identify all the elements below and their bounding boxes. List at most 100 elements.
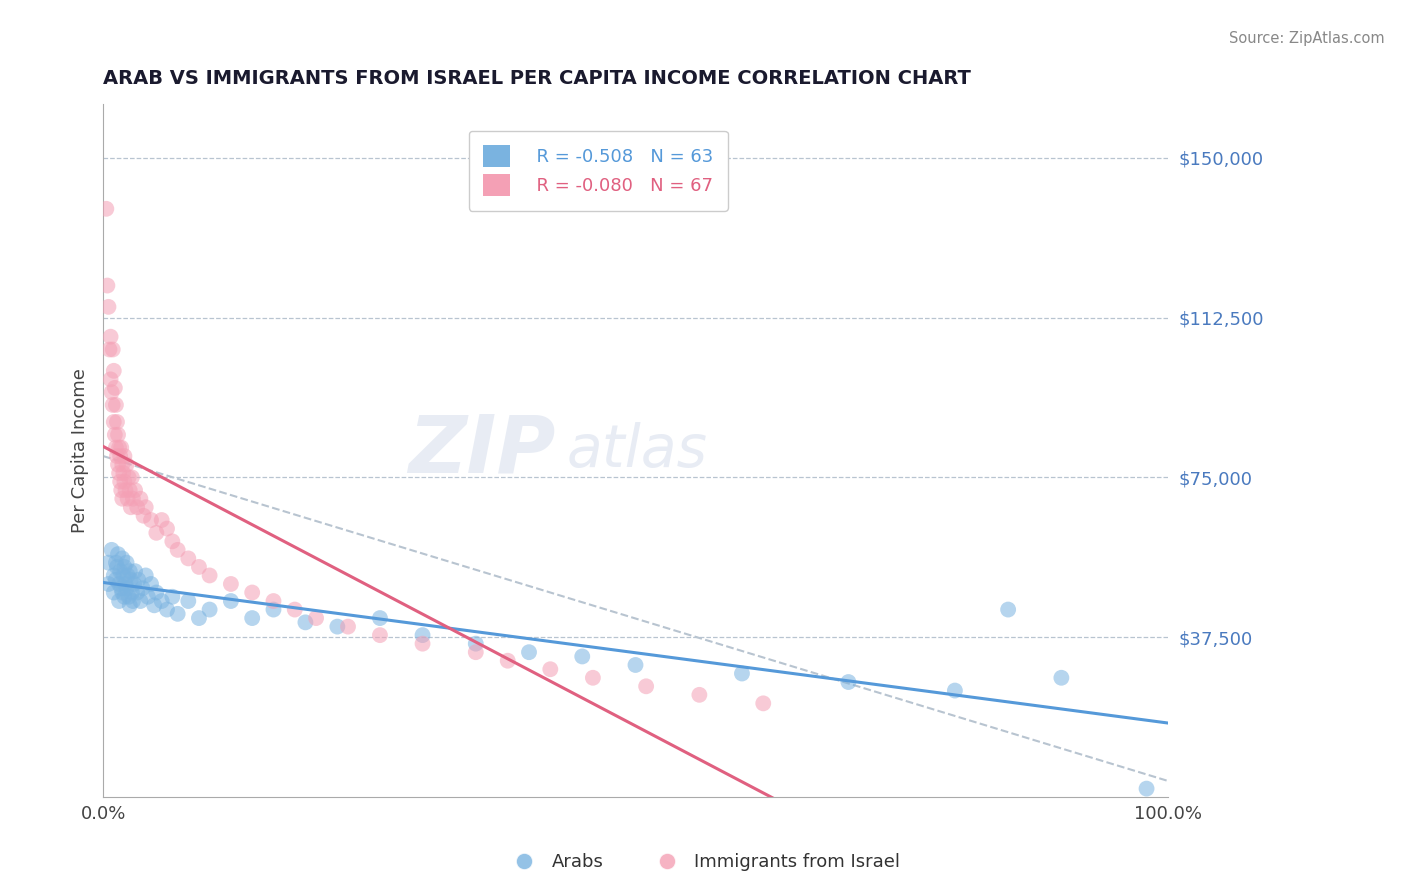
Point: [104, 441, 127, 455]
Point: [118, 483, 141, 498]
Point: [162, 590, 184, 604]
Point: [177, 594, 200, 608]
Point: [100, 542, 122, 557]
Point: [100, 385, 122, 400]
Point: [104, 556, 127, 570]
Point: [96, 202, 118, 216]
Point: [538, 662, 561, 676]
Point: [127, 585, 149, 599]
Text: Source: ZipAtlas.com: Source: ZipAtlas.com: [1229, 31, 1385, 46]
Point: [98, 343, 121, 357]
Point: [136, 590, 159, 604]
Point: [1135, 781, 1157, 796]
Point: [112, 475, 135, 489]
Point: [997, 602, 1019, 616]
Point: [132, 508, 155, 523]
Point: [111, 551, 134, 566]
Point: [240, 585, 263, 599]
Point: [240, 611, 263, 625]
Point: [107, 427, 129, 442]
Point: [118, 590, 141, 604]
Legend: Arabs, Immigrants from Israel: Arabs, Immigrants from Israel: [499, 847, 907, 879]
Point: [103, 415, 125, 429]
Text: atlas: atlas: [567, 422, 707, 479]
Point: [117, 491, 139, 506]
Point: [636, 679, 658, 693]
Point: [837, 675, 859, 690]
Point: [120, 573, 142, 587]
Point: [111, 458, 134, 472]
Point: [121, 470, 143, 484]
Point: [122, 594, 145, 608]
Point: [108, 577, 131, 591]
Point: [96, 278, 118, 293]
Point: [305, 611, 328, 625]
Point: [150, 513, 173, 527]
Point: [122, 577, 145, 591]
Point: [294, 615, 316, 630]
Point: [124, 483, 146, 498]
Point: [120, 500, 142, 515]
Point: [166, 542, 188, 557]
Point: [104, 427, 127, 442]
Point: [104, 398, 127, 412]
Legend:   R = -0.508   N = 63,   R = -0.080   N = 67: R = -0.508 N = 63, R = -0.080 N = 67: [468, 131, 727, 211]
Point: [166, 607, 188, 621]
Point: [118, 470, 141, 484]
Point: [582, 671, 605, 685]
Point: [135, 500, 157, 515]
Point: [127, 573, 149, 587]
Point: [139, 513, 162, 527]
Point: [97, 556, 120, 570]
Point: [115, 458, 138, 472]
Point: [100, 329, 122, 343]
Point: [368, 628, 391, 642]
Point: [111, 585, 134, 599]
Point: [118, 599, 141, 613]
Point: [112, 560, 135, 574]
Point: [263, 594, 285, 608]
Point: [104, 381, 127, 395]
Point: [752, 697, 775, 711]
Point: [97, 300, 120, 314]
Point: [135, 568, 157, 582]
Point: [464, 645, 486, 659]
Point: [412, 628, 434, 642]
Point: [118, 564, 141, 578]
Point: [101, 343, 124, 357]
Point: [731, 666, 754, 681]
Point: [122, 491, 145, 506]
Point: [103, 585, 125, 599]
Point: [114, 577, 136, 591]
Point: [517, 645, 540, 659]
Point: [145, 525, 167, 540]
Point: [284, 602, 307, 616]
Point: [110, 441, 132, 455]
Point: [108, 564, 131, 578]
Point: [108, 594, 131, 608]
Point: [105, 560, 128, 574]
Point: [105, 415, 128, 429]
Point: [115, 556, 138, 570]
Point: [103, 364, 125, 378]
Point: [111, 491, 134, 506]
Point: [105, 449, 128, 463]
Point: [1050, 671, 1073, 685]
Point: [131, 581, 153, 595]
Point: [115, 581, 138, 595]
Point: [162, 534, 184, 549]
Text: ZIP: ZIP: [408, 412, 555, 490]
Point: [129, 491, 152, 506]
Point: [129, 594, 152, 608]
Point: [412, 637, 434, 651]
Point: [188, 560, 211, 574]
Point: [114, 483, 136, 498]
Point: [688, 688, 710, 702]
Point: [624, 657, 647, 672]
Point: [103, 568, 125, 582]
Point: [108, 449, 131, 463]
Point: [97, 577, 120, 591]
Point: [124, 564, 146, 578]
Y-axis label: Per Capita Income: Per Capita Income: [72, 368, 89, 533]
Point: [104, 573, 127, 587]
